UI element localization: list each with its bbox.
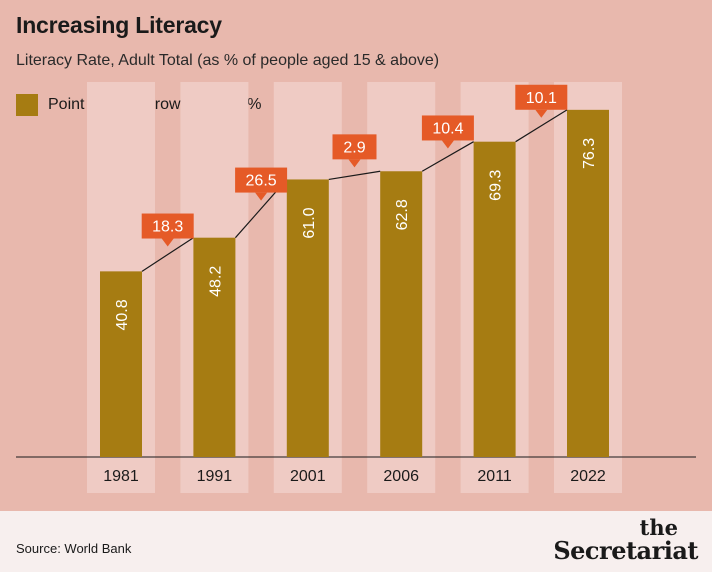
legend-swatch [16, 94, 38, 116]
x-tick-label: 1981 [103, 468, 139, 485]
growth-rate-label: 10.4 [432, 120, 463, 137]
growth-callout-box [515, 84, 568, 110]
bar-value-label: 61.0 [301, 207, 318, 238]
growth-callout-box [421, 115, 474, 141]
bar-value-label: 62.8 [394, 199, 411, 230]
growth-callout-pointer [348, 159, 361, 168]
bar-1981 [100, 271, 142, 457]
growth-rate-label: 10.1 [526, 90, 557, 107]
x-tick-label: 2011 [477, 468, 512, 485]
bar-value-label: 76.3 [581, 138, 598, 169]
growth-rate-label: 26.5 [246, 173, 277, 190]
chart-subtitle: Literacy Rate, Adult Total (as % of peop… [16, 52, 440, 69]
footer: Source: World Bank the Secretariat [0, 511, 712, 572]
x-tick-label: 2022 [570, 468, 606, 485]
bar-2022 [567, 109, 609, 458]
trend-segment-0 [141, 237, 194, 272]
publisher-logo: the Secretariat [553, 517, 698, 563]
growth-callout-box [332, 134, 377, 160]
bar-2011 [473, 141, 516, 457]
growth-callout-pointer [255, 192, 268, 201]
trend-segment-3 [421, 141, 474, 172]
trend-segment-2 [328, 170, 381, 181]
growth-callout-pointer [441, 140, 454, 149]
bar-1991 [193, 237, 236, 457]
trend-segment-4 [515, 109, 568, 143]
growth-rate-label: 2.9 [343, 139, 365, 156]
x-tick-label: 2006 [383, 468, 419, 485]
bar-value-label: 48.2 [207, 266, 224, 297]
growth-callout-pointer [535, 109, 548, 118]
growth-callout-box [141, 213, 194, 239]
growth-callout-pointer [161, 238, 174, 247]
literacy-bar-chart: 40.8 48.2 61.0 62.8 69.3 76.3 1981 1991 2001 2006… [16, 82, 696, 493]
chart-title: Increasing Literacy [16, 12, 222, 38]
bar-2006 [380, 171, 423, 457]
bar-2001 [286, 179, 329, 457]
source-text: Source: World Bank [16, 541, 132, 556]
x-tick-label: 2001 [290, 468, 326, 485]
growth-callout-box [235, 167, 288, 193]
x-tick-label: 1991 [197, 468, 233, 485]
bar-value-label: 69.3 [488, 170, 505, 201]
logo-wordmark: Secretariat [553, 536, 698, 565]
bar-value-label: 40.8 [114, 299, 131, 330]
growth-rate-label: 18.3 [152, 219, 183, 236]
logo-the: the [639, 515, 678, 540]
